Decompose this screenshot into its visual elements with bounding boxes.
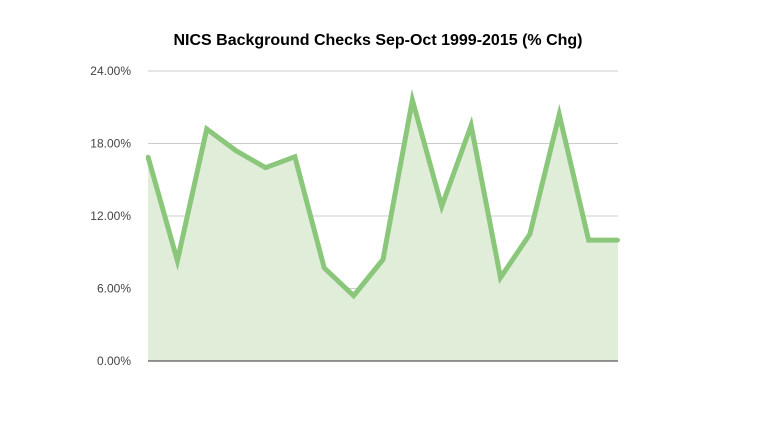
data-point-2004 — [292, 154, 297, 159]
data-point-2000 — [175, 258, 180, 263]
y-tick-label: 12.00% — [90, 209, 131, 223]
data-point-2003 — [263, 165, 268, 170]
data-point-2015 — [616, 238, 620, 243]
data-point-2012 — [527, 232, 532, 237]
data-point-2011 — [498, 275, 503, 280]
data-point-2014 — [586, 238, 591, 243]
series-area — [145, 88, 620, 362]
y-tick-label: 6.00% — [97, 282, 131, 296]
y-tick-label: 24.00% — [90, 64, 131, 78]
data-point-2008 — [410, 98, 415, 102]
series-area-fill — [148, 100, 618, 361]
data-point-2009 — [439, 204, 444, 209]
y-axis-tick-labels: 0.00% 6.00% 12.00% 18.00% 24.00% — [90, 64, 131, 368]
y-tick-label: 0.00% — [97, 354, 131, 368]
data-point-2007 — [381, 257, 385, 262]
data-point-2005 — [322, 265, 327, 270]
data-point-2010 — [469, 123, 474, 128]
y-tick-label: 18.00% — [90, 137, 131, 151]
data-point-2006 — [351, 293, 356, 298]
data-point-1999 — [146, 154, 150, 159]
data-point-2002 — [234, 148, 239, 153]
chart-title: NICS Background Checks Sep-Oct 1999-2015… — [173, 32, 582, 49]
data-point-2001 — [204, 127, 209, 131]
data-point-2013 — [557, 112, 562, 117]
